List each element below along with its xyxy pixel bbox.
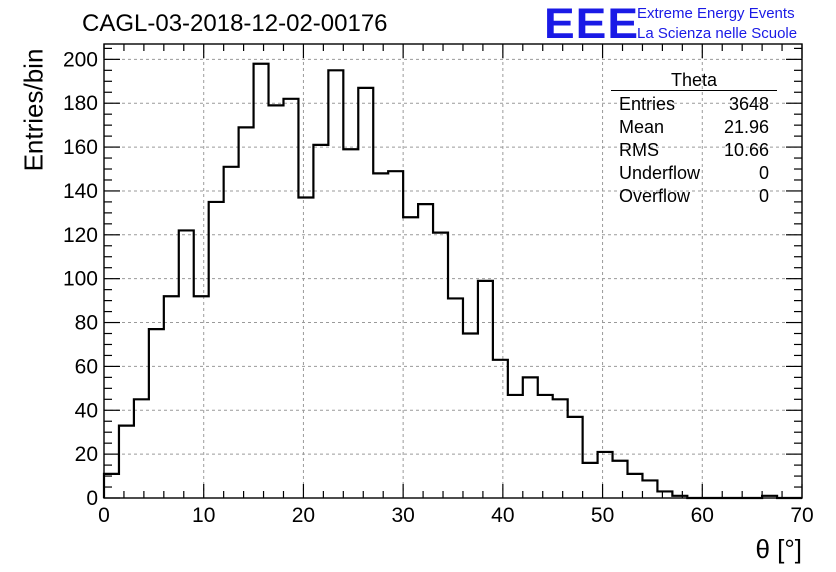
histogram-bin xyxy=(179,230,194,498)
stats-label: RMS xyxy=(619,140,659,160)
x-axis-label: θ [°] xyxy=(755,534,802,564)
histogram-bin xyxy=(642,480,657,498)
x-tick-label: 50 xyxy=(591,504,614,527)
histogram-bin xyxy=(388,171,403,498)
histogram-outline xyxy=(102,62,802,500)
y-tick-label: 160 xyxy=(63,136,98,159)
logo-line-2: La Scienza nelle Scuole xyxy=(637,25,798,42)
stats-title: Theta xyxy=(670,70,718,90)
stats-value: 0 xyxy=(758,163,769,183)
histogram-bin xyxy=(149,329,164,498)
stats-row: RMS 10.66 xyxy=(611,139,777,162)
stats-row: Overflow 0 xyxy=(611,185,777,208)
y-tick-label: 20 xyxy=(75,443,98,466)
histogram-bin xyxy=(613,461,628,498)
y-tick-label: 80 xyxy=(75,312,98,335)
histogram-bin xyxy=(493,360,508,498)
stats-divider xyxy=(611,90,777,91)
x-tick-label: 40 xyxy=(491,504,514,527)
histogram-bin xyxy=(448,298,463,498)
stats-value: 0 xyxy=(758,186,769,206)
histogram-bin xyxy=(313,145,328,498)
x-tick-label: 20 xyxy=(292,504,315,527)
histogram-bin xyxy=(418,204,433,498)
histogram-bin xyxy=(478,281,493,498)
histogram-bin xyxy=(568,417,583,498)
stats-row: Mean 21.96 xyxy=(611,116,777,139)
stats-label: Entries xyxy=(619,94,676,114)
stats-value: 21.96 xyxy=(723,117,769,137)
histogram-bin xyxy=(254,64,269,498)
histogram-bin xyxy=(373,173,388,498)
stats-value: 10.66 xyxy=(723,140,769,160)
y-tick-label: 120 xyxy=(63,224,98,247)
histogram-bin xyxy=(433,233,448,498)
y-tick-label: 180 xyxy=(63,92,98,115)
logo-line-1: Extreme Energy Events xyxy=(637,5,795,22)
histogram-bin xyxy=(463,334,478,498)
histogram-bin xyxy=(104,474,119,498)
x-tick-label: 60 xyxy=(691,504,714,527)
histogram-bin xyxy=(164,296,179,498)
histogram-bin xyxy=(224,167,239,498)
histogram-bin xyxy=(508,395,523,498)
y-axis-label: Entries/bin xyxy=(18,48,49,172)
histogram-bin xyxy=(628,474,643,498)
y-tick-label: 140 xyxy=(63,180,98,203)
plot-frame xyxy=(103,43,803,499)
histogram-bin xyxy=(239,127,254,498)
histogram-bin xyxy=(343,149,358,498)
histogram-bin xyxy=(209,202,224,498)
histogram-bin xyxy=(194,296,209,498)
stats-row: Underflow 0 xyxy=(611,162,777,185)
x-tick-label: 10 xyxy=(192,504,215,527)
stats-rows: Entries 3648 Mean 21.96 RMS 10.66 Underflow 0 Ov… xyxy=(611,93,777,208)
histogram-bin xyxy=(553,399,568,498)
histogram-bin xyxy=(403,217,418,498)
x-tick-label: 70 xyxy=(790,504,813,527)
histogram-bin xyxy=(583,463,598,498)
histogram-bin xyxy=(269,105,284,498)
x-tick-label: 0 xyxy=(98,504,110,527)
histogram-bin xyxy=(598,452,613,498)
stats-label: Overflow xyxy=(619,186,691,206)
histogram-bin xyxy=(328,70,343,498)
stats-box: Theta Entries 3648 Mean 21.96 RMS 10.66 Underf… xyxy=(611,70,777,208)
histogram-bin xyxy=(298,198,313,498)
y-tick-label: 0 xyxy=(86,487,98,510)
stats-row: Entries 3648 xyxy=(611,93,777,116)
histogram-bin xyxy=(358,88,373,498)
stats-value: 3648 xyxy=(728,94,769,114)
stats-label: Underflow xyxy=(619,163,701,183)
chart-title: CAGL-03-2018-12-02-00176 xyxy=(82,10,388,37)
y-tick-label: 40 xyxy=(75,399,98,422)
stats-label: Mean xyxy=(619,117,665,137)
y-tick-label: 60 xyxy=(75,355,98,378)
histogram-bin xyxy=(119,426,134,498)
eee-logo: EEE xyxy=(544,0,640,48)
histogram-bin xyxy=(283,99,298,498)
y-tick-label: 200 xyxy=(63,48,98,71)
histogram-bin xyxy=(134,399,149,498)
y-tick-label: 100 xyxy=(63,268,98,291)
histogram-bin xyxy=(523,377,538,498)
x-tick-label: 30 xyxy=(391,504,414,527)
histogram-bin xyxy=(538,395,553,498)
